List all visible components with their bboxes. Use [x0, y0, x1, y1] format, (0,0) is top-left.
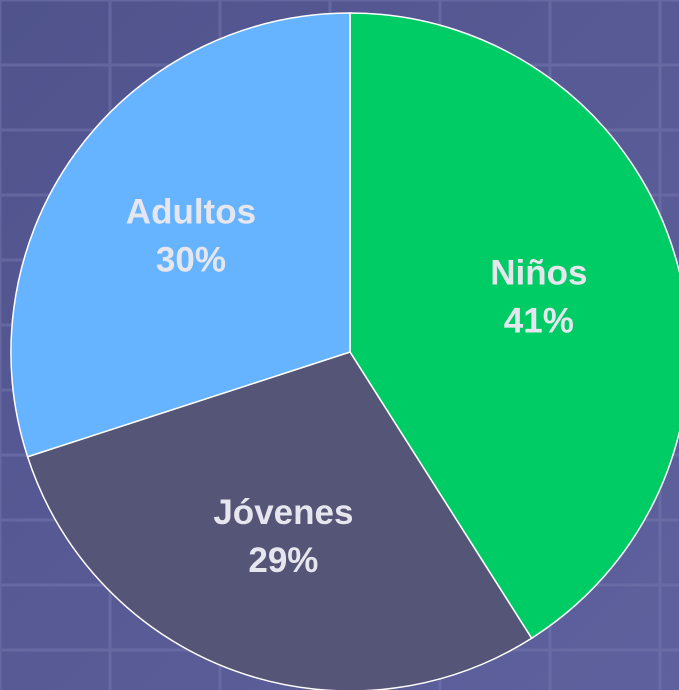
slice-label: Adultos	[126, 193, 256, 232]
slice-value-label: 41%	[504, 301, 574, 340]
pie-slice	[10, 12, 351, 458]
pie-slice	[26, 351, 533, 690]
slice-label: Jóvenes	[213, 493, 353, 532]
slice-label: Niños	[490, 253, 587, 292]
pie: Niños 41% Jóvenes 29% Adultos 30%	[10, 12, 679, 690]
slice-value-label: 30%	[156, 241, 226, 280]
slice-value-label: 29%	[248, 541, 318, 580]
pie-slice	[349, 12, 679, 640]
